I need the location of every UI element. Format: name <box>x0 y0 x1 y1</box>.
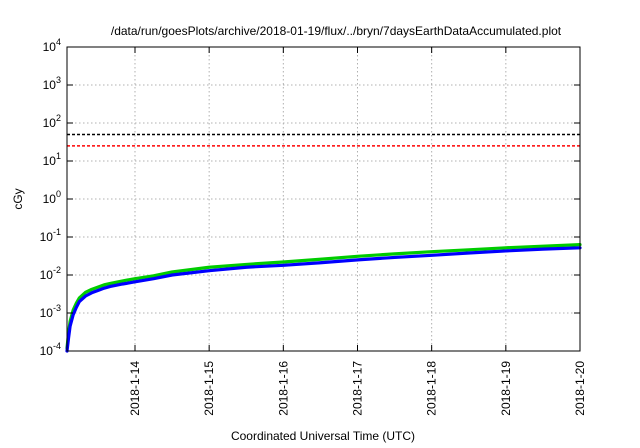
y-tick-exponent: 2 <box>56 113 61 123</box>
y-tick-label: 104 <box>43 37 61 54</box>
x-tick-label: 2018-1-14 <box>128 361 142 416</box>
x-axis-ticks: 2018-1-14 2018-1-15 2018-1-16 2018-1-17 2018… <box>128 47 587 416</box>
y-tick-exponent: -4 <box>53 341 61 351</box>
y-tick-exponent: 0 <box>56 189 61 199</box>
series-line-0 <box>65 243 582 350</box>
y-tick-exponent: 4 <box>56 37 61 47</box>
y-tick-base: 10 <box>40 306 54 320</box>
y-tick-label: 101 <box>43 151 61 168</box>
y-tick-base: 10 <box>43 40 57 54</box>
y-tick-exponent: 1 <box>56 151 61 161</box>
y-axis-label: cGy <box>11 188 25 209</box>
y-tick-label: 10-1 <box>40 227 61 244</box>
grid <box>67 47 580 351</box>
y-tick-label: 102 <box>43 113 61 130</box>
x-tick-label: 2018-1-20 <box>573 361 587 416</box>
y-tick-exponent: 3 <box>56 75 61 85</box>
series-line-1 <box>65 246 582 353</box>
y-tick-base: 10 <box>40 230 54 244</box>
series-lines <box>65 243 582 353</box>
y-tick-base: 10 <box>43 192 57 206</box>
y-tick-base: 10 <box>43 116 57 130</box>
y-tick-label: 10-2 <box>40 265 61 282</box>
y-tick-label: 10-3 <box>40 303 61 320</box>
y-tick-label: 103 <box>43 75 61 92</box>
y-tick-label: 100 <box>43 189 61 206</box>
chart-title: /data/run/goesPlots/archive/2018-01-19/f… <box>111 24 562 38</box>
y-tick-exponent: -3 <box>53 303 61 313</box>
x-axis-label: Coordinated Universal Time (UTC) <box>231 429 415 443</box>
x-tick-label: 2018-1-17 <box>350 361 364 416</box>
reference-lines <box>67 133 580 147</box>
x-tick-label: 2018-1-16 <box>276 361 290 416</box>
x-tick-label: 2018-1-19 <box>499 361 513 416</box>
y-tick-base: 10 <box>43 154 57 168</box>
y-tick-label: 10-4 <box>40 341 61 358</box>
y-tick-base: 10 <box>40 268 54 282</box>
x-tick-label: 2018-1-15 <box>202 361 216 416</box>
y-tick-base: 10 <box>43 78 57 92</box>
x-tick-label: 2018-1-18 <box>425 361 439 416</box>
y-tick-base: 10 <box>40 344 54 358</box>
y-tick-exponent: -2 <box>53 265 61 275</box>
y-tick-exponent: -1 <box>53 227 61 237</box>
